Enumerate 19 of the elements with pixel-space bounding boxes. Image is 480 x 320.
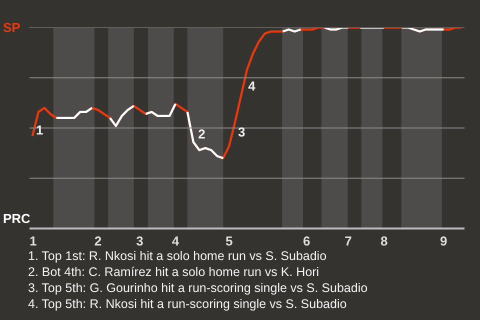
annotation: 2 [198,126,206,142]
text: 2. Bot 4th: C. Ramírez hit a solo home run vs K. Hori [28,264,320,280]
text: 3. Top 5th: G. Gourinho hit a run-scoring single vs S. Subadio [28,280,368,296]
annotation: 4 [248,78,256,94]
x-tick-label: 3 [136,234,144,248]
x-tick-label: 9 [440,234,448,248]
text: 4. Top 5th: R. Nkosi hit a run-scoring single vs S. Subadio [28,296,348,312]
x-tick-label: 7 [344,234,352,248]
annotation: 1 [36,122,44,138]
text: SP [3,19,20,37]
x-tick-label: 5 [226,234,233,248]
annotation: 3 [238,124,246,140]
text: PRC [3,210,30,228]
x-tick-label: 6 [302,234,310,248]
x-tick-label: 2 [94,234,102,248]
x-tick-label: 8 [380,234,388,248]
text: 1. Top 1st: R. Nkosi hit a solo home run vs S. Subadio [28,248,328,264]
x-tick-label: 4 [172,234,180,248]
x-tick-label: 1 [30,234,37,248]
